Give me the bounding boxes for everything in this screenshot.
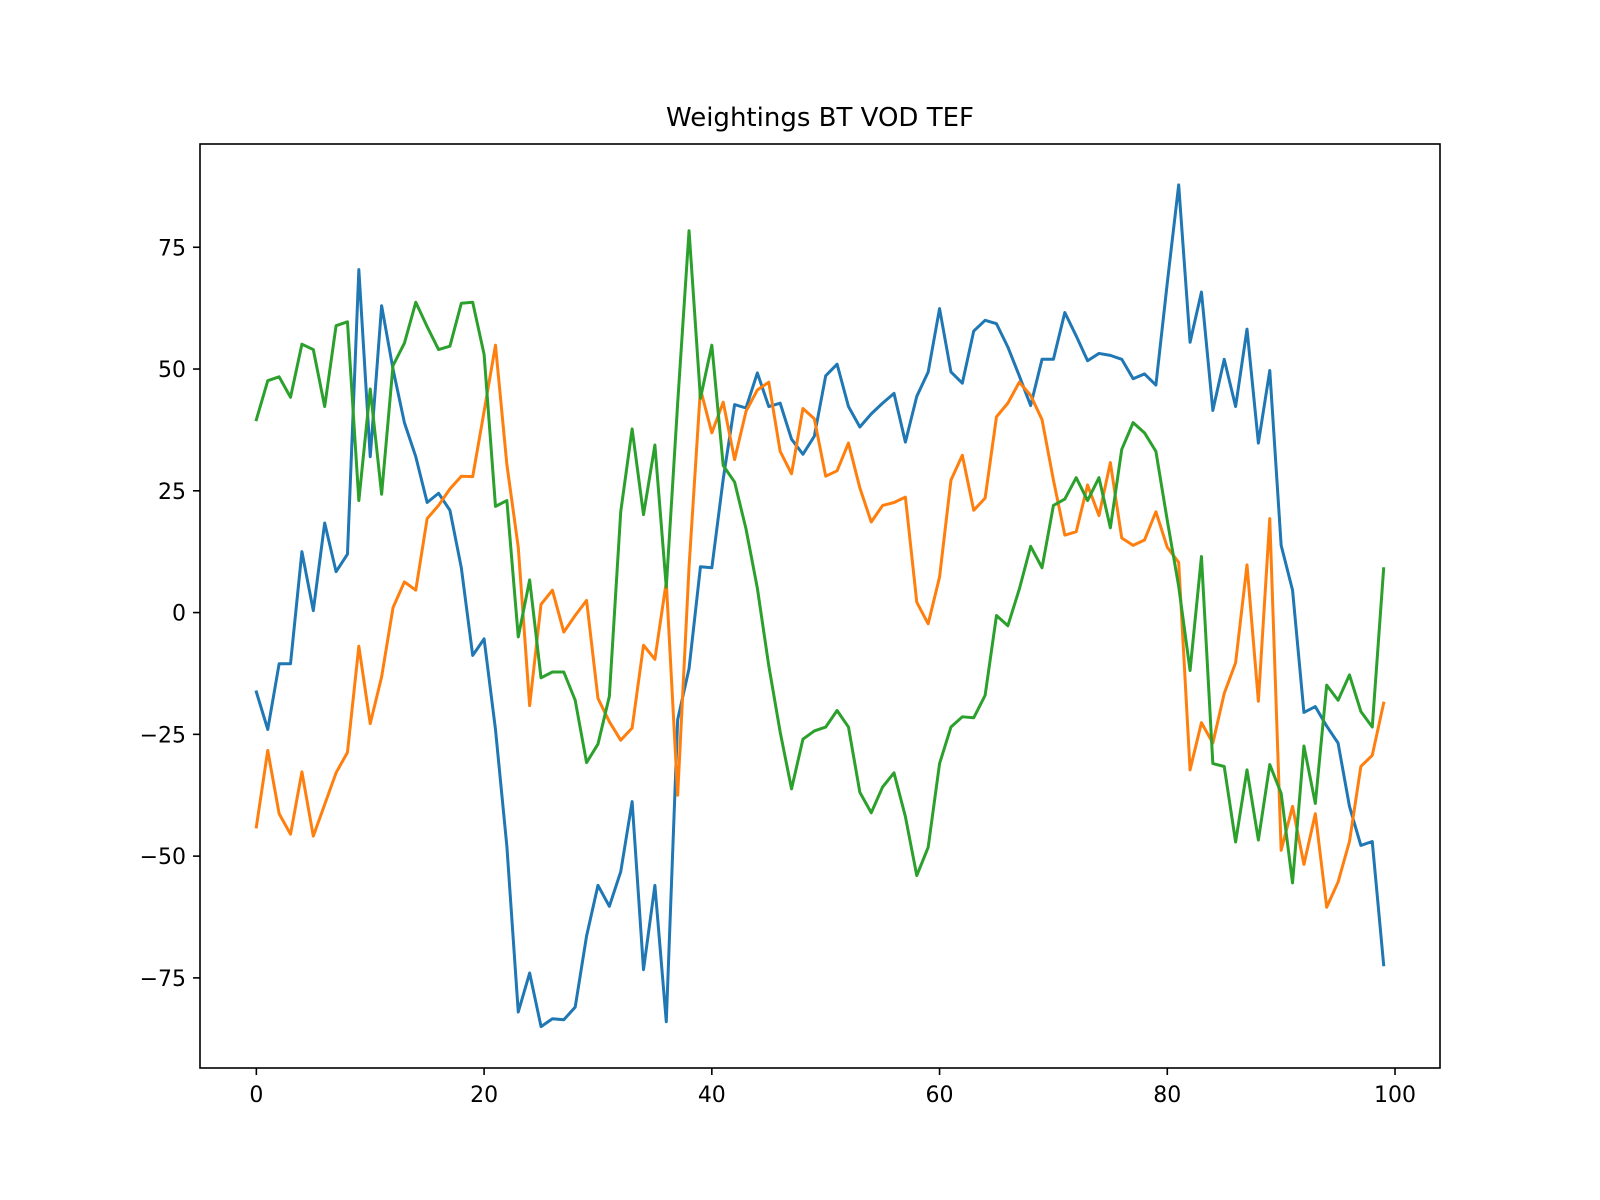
y-tick-label: 75 <box>158 236 186 261</box>
y-tick-label: 25 <box>158 480 186 505</box>
x-tick-label: 80 <box>1153 1083 1181 1108</box>
y-tick-label: −75 <box>140 967 186 992</box>
plot-frame <box>199 143 1441 1069</box>
series-line <box>254 343 1386 909</box>
y-tick-label: 50 <box>158 358 186 383</box>
x-tick-label: 60 <box>926 1083 954 1108</box>
x-tick-label: 40 <box>698 1083 726 1108</box>
y-tick-label: −25 <box>140 723 186 748</box>
series-line <box>254 229 1386 885</box>
x-tick-label: 20 <box>470 1083 498 1108</box>
chart-title: Weightings BT VOD TEF <box>666 103 974 133</box>
y-tick-label: −50 <box>140 845 186 870</box>
series-line <box>254 183 1386 1029</box>
x-tick-label: 100 <box>1374 1083 1416 1108</box>
x-tick-label: 0 <box>249 1083 263 1108</box>
y-tick-label: 0 <box>172 602 186 627</box>
